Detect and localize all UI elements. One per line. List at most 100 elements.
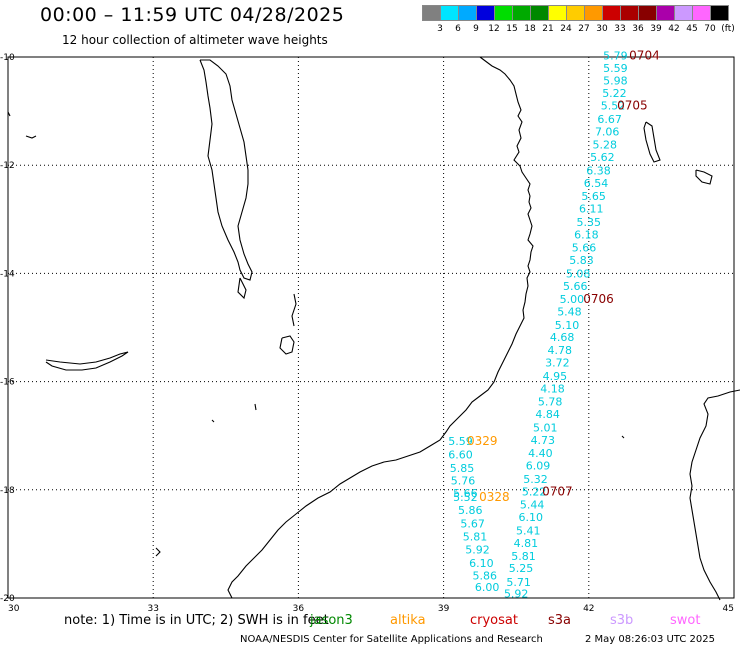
wave-height-value: 6.60 bbox=[448, 449, 473, 462]
pass-time-label: 0328 bbox=[479, 490, 510, 504]
lake-malawi bbox=[199, 59, 253, 281]
pass-time-label: 0329 bbox=[467, 434, 498, 448]
wave-height-value: 5.00 bbox=[560, 293, 585, 306]
legend-tick-label: 15 bbox=[506, 24, 518, 34]
wave-height-value: 5.79 bbox=[603, 49, 628, 62]
wave-height-value: 5.65 bbox=[581, 190, 606, 203]
wave-height-value: 5.35 bbox=[577, 216, 602, 229]
wave-height-value: 5.52 bbox=[601, 100, 626, 113]
pass-time-label: 0707 bbox=[542, 484, 573, 498]
longitude-label: 36 bbox=[293, 604, 305, 614]
wave-height-value: 4.18 bbox=[540, 383, 565, 396]
longitude-label: 39 bbox=[438, 604, 450, 614]
pass-time-label: 0704 bbox=[629, 48, 660, 62]
wave-height-value: 3.72 bbox=[545, 357, 570, 370]
wave-height-value: 5.59 bbox=[603, 62, 628, 75]
legend-unit: (ft) bbox=[721, 24, 735, 34]
wave-height-value: 5.25 bbox=[509, 562, 534, 575]
wave-height-value: 5.22 bbox=[522, 485, 547, 498]
wave-height-value: 4.68 bbox=[550, 331, 575, 344]
lake-malawi-south bbox=[237, 277, 247, 300]
legend-tick-label: 24 bbox=[560, 24, 572, 34]
wave-height-value: 5.48 bbox=[557, 305, 582, 318]
wave-height-value: 4.95 bbox=[543, 370, 568, 383]
satellite-label-s3b: s3b bbox=[610, 613, 634, 628]
legend-tick-label: 18 bbox=[524, 24, 536, 34]
coastlines bbox=[7, 56, 740, 601]
wave-height-value: 4.73 bbox=[531, 434, 556, 447]
legend-tick-label: 30 bbox=[596, 24, 608, 34]
lake-cahora-bassa bbox=[45, 351, 129, 371]
wave-height-value: 5.44 bbox=[520, 498, 545, 511]
wave-height-value: 4.40 bbox=[528, 447, 553, 460]
longitude-label: 33 bbox=[147, 604, 158, 614]
legend-tick-label: 42 bbox=[668, 24, 680, 34]
legend-swatch bbox=[710, 5, 729, 21]
pass-time-label: 0705 bbox=[617, 99, 648, 113]
wave-height-value: 5.86 bbox=[472, 569, 497, 582]
footer-credit: NOAA/NESDIS Center for Satellite Applica… bbox=[240, 634, 543, 645]
longitude-label: 30 bbox=[8, 604, 20, 614]
wave-height-value: 5.32 bbox=[523, 473, 548, 486]
footer-date: 2 May 08:26:03 UTC 2025 bbox=[585, 634, 715, 645]
longitude-label: 42 bbox=[583, 604, 594, 614]
wave-height-value: 6.38 bbox=[586, 165, 611, 178]
wave-height-value: 5.71 bbox=[506, 576, 531, 589]
wave-height-value: 6.10 bbox=[518, 511, 543, 524]
latitude-label: -10 bbox=[0, 53, 15, 63]
wave-height-value: 5.92 bbox=[504, 588, 529, 601]
wave-height-value: 5.22 bbox=[602, 87, 627, 100]
legend-tick-label: 21 bbox=[542, 24, 554, 34]
islet-1 bbox=[621, 435, 625, 439]
longitude-label: 45 bbox=[723, 604, 734, 614]
legend-tick-label: 39 bbox=[650, 24, 662, 34]
inland-water-3 bbox=[254, 403, 257, 411]
wave-height-value: 5.59 bbox=[448, 435, 473, 448]
satellite-label-jason3: jason3 bbox=[310, 613, 353, 628]
wave-height-value: 5.92 bbox=[465, 543, 490, 556]
chart-subtitle: 12 hour collection of altimeter wave hei… bbox=[62, 33, 328, 47]
pass-time-label: 0706 bbox=[583, 292, 614, 306]
legend-tick-label: 6 bbox=[455, 24, 461, 34]
legend-tick-label: 27 bbox=[578, 24, 590, 34]
legend-tick-label: 9 bbox=[473, 24, 479, 34]
river-shire bbox=[291, 293, 297, 327]
wave-height-value: 5.52 bbox=[453, 491, 478, 504]
latitude-label: -20 bbox=[0, 594, 15, 604]
latitude-label: -18 bbox=[0, 486, 15, 496]
legend-tick-label: 3 bbox=[437, 24, 443, 34]
wave-height-value: 7.06 bbox=[595, 126, 620, 139]
wave-height-value: 5.28 bbox=[593, 139, 618, 152]
wave-height-value: 5.85 bbox=[450, 462, 475, 475]
wave-height-value: 5.98 bbox=[603, 74, 628, 87]
latitude-label: -14 bbox=[0, 269, 15, 279]
inland-water-1 bbox=[25, 135, 37, 139]
wave-height-value: 6.18 bbox=[574, 228, 599, 241]
wave-height-value: 5.67 bbox=[460, 517, 485, 530]
altimeter-track-jason3: 5.795.595.985.225.526.677.065.285.626.38… bbox=[504, 49, 628, 600]
latitude-label: -12 bbox=[0, 161, 15, 171]
satellite-label-s3a: s3a bbox=[548, 613, 572, 628]
wave-height-value: 6.00 bbox=[475, 581, 500, 594]
wave-height-value: 5.86 bbox=[458, 504, 483, 517]
wave-height-value: 4.81 bbox=[514, 537, 539, 550]
wave-height-value: 4.78 bbox=[548, 344, 573, 357]
wave-height-value: 5.66 bbox=[572, 241, 597, 254]
legend-tick-label: 45 bbox=[686, 24, 698, 34]
lat-lon-grid bbox=[8, 57, 734, 598]
wave-height-value: 5.81 bbox=[511, 550, 536, 563]
pass-time-labels: 0704 0705 0706 0707 0329 0328 bbox=[467, 48, 660, 503]
wave-height-value: 5.62 bbox=[590, 151, 615, 164]
wave-height-value: 5.76 bbox=[451, 475, 476, 488]
inland-water-4 bbox=[155, 547, 161, 557]
inland-water-5 bbox=[211, 419, 215, 423]
wave-height-value: 5.66 bbox=[563, 280, 588, 293]
satellite-label-swot: swot bbox=[670, 613, 701, 628]
wave-height-value: 5.66 bbox=[453, 487, 478, 500]
legend-tick-label: 12 bbox=[488, 24, 500, 34]
altimeter-track-altika: 5.596.605.855.765.665.525.865.675.815.92… bbox=[448, 435, 499, 594]
satellite-label-altika: altika bbox=[390, 613, 426, 628]
wave-height-value: 5.81 bbox=[463, 530, 488, 543]
